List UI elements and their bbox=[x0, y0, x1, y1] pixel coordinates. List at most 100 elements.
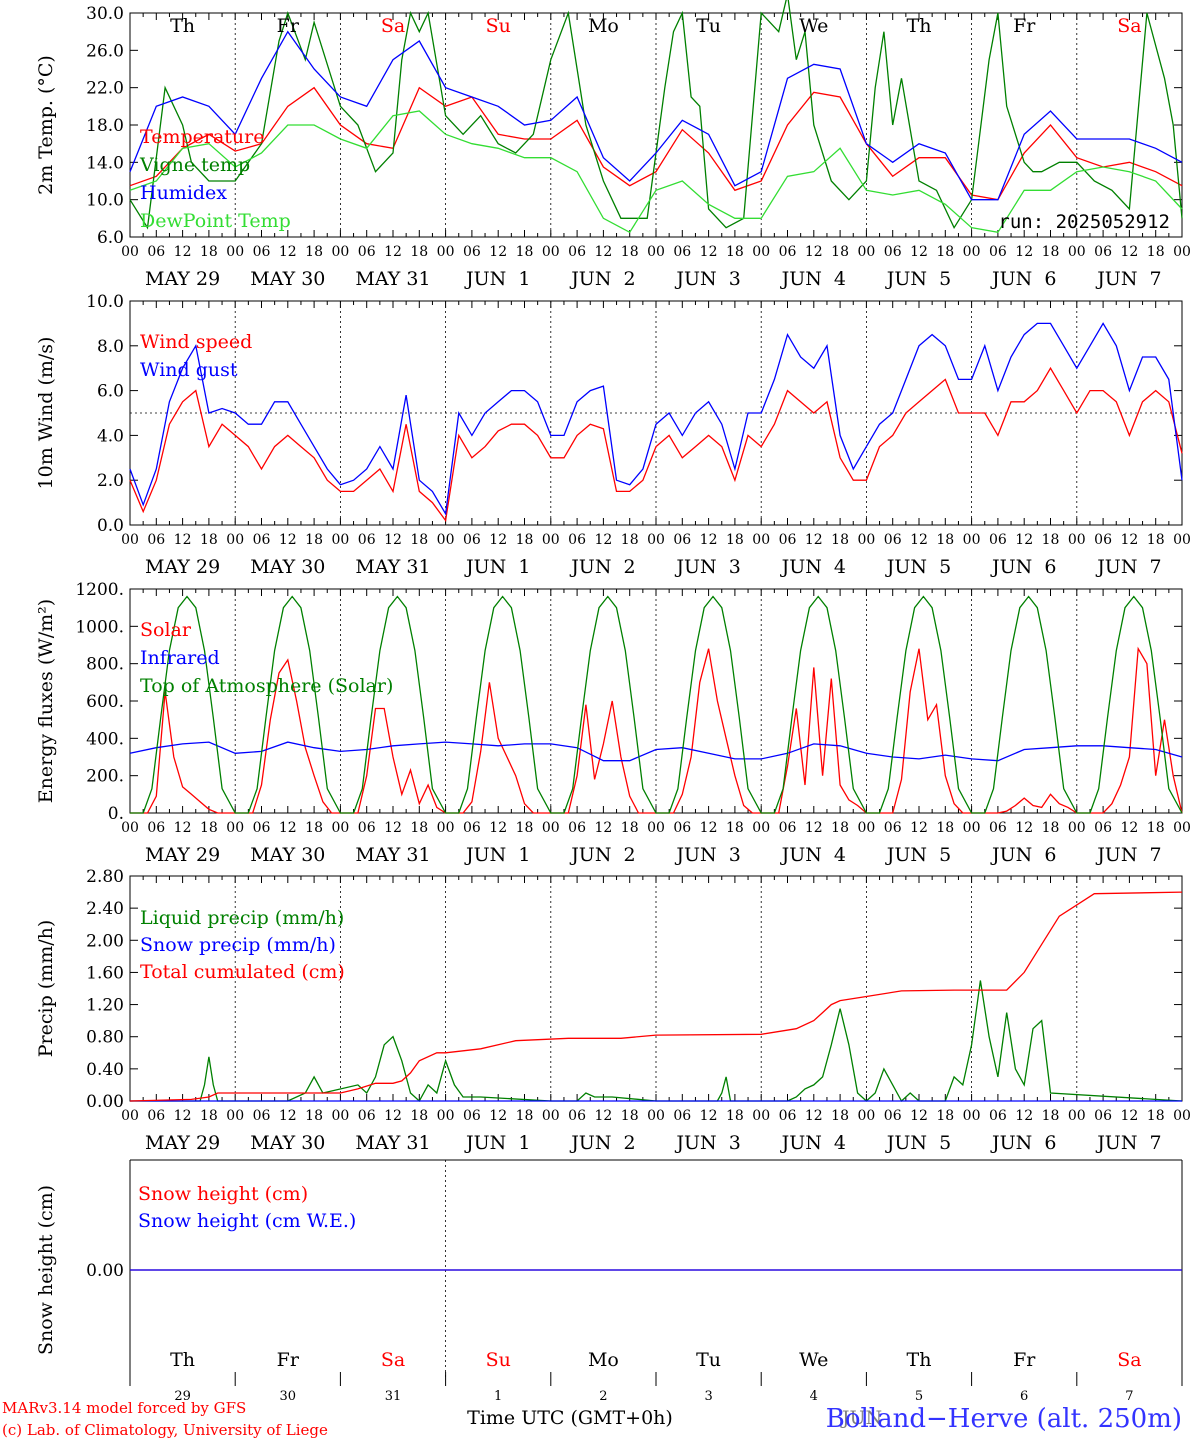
y-tick-label: 200. bbox=[86, 767, 124, 787]
y-tick-label: 1200. bbox=[75, 580, 124, 600]
date-label: MAY 30 bbox=[250, 268, 325, 290]
series-line-1 bbox=[129, 86, 1183, 201]
hour-label: 00 bbox=[542, 1108, 560, 1124]
date-label: JUN 7 bbox=[1095, 844, 1161, 866]
hour-label: 06 bbox=[463, 820, 481, 836]
hour-label: 18 bbox=[1147, 532, 1165, 548]
date-label: JUN 3 bbox=[674, 268, 740, 290]
hour-label: 12 bbox=[1120, 532, 1138, 548]
hour-label: 06 bbox=[1094, 1108, 1112, 1124]
weekday-label-bottom: Th bbox=[170, 1349, 195, 1371]
hour-label: 00 bbox=[1173, 532, 1191, 548]
series-line-3 bbox=[130, 595, 1183, 814]
hour-label: 06 bbox=[568, 820, 586, 836]
hour-label: 12 bbox=[174, 532, 192, 548]
hour-label: 06 bbox=[884, 532, 902, 548]
hour-label: 06 bbox=[463, 1108, 481, 1124]
weekday-label-top: We bbox=[799, 15, 828, 37]
y-tick-label: 1.20 bbox=[86, 996, 124, 1016]
hour-label: 18 bbox=[1147, 244, 1165, 260]
hour-label: 00 bbox=[542, 820, 560, 836]
hour-label: 06 bbox=[253, 820, 271, 836]
y-tick-label: 6.0 bbox=[97, 382, 124, 402]
hour-label: 06 bbox=[884, 244, 902, 260]
hour-label: 00 bbox=[121, 244, 139, 260]
date-label: JUN 6 bbox=[990, 268, 1056, 290]
date-label: JUN 4 bbox=[780, 556, 846, 578]
y-tick-label: 8.0 bbox=[97, 337, 124, 357]
hour-label: 18 bbox=[1042, 820, 1060, 836]
hour-label: 18 bbox=[936, 244, 954, 260]
series-line-1 bbox=[129, 366, 1183, 523]
legend-entry: Wind gust bbox=[140, 359, 238, 381]
date-label: JUN 7 bbox=[1095, 556, 1161, 578]
hour-label: 12 bbox=[700, 1108, 718, 1124]
hour-label: 18 bbox=[410, 244, 428, 260]
y-axis-label: Precip (mm/h) bbox=[35, 920, 57, 1058]
hour-label: 18 bbox=[200, 820, 218, 836]
hour-label: 06 bbox=[884, 820, 902, 836]
hour-label: 12 bbox=[1015, 1108, 1033, 1124]
y-tick-label: 2.0 bbox=[97, 471, 124, 491]
hour-label: 12 bbox=[384, 820, 402, 836]
hour-label: 00 bbox=[752, 820, 770, 836]
y-tick-label: 10.0 bbox=[86, 292, 124, 312]
hour-label: 06 bbox=[358, 820, 376, 836]
hour-label: 06 bbox=[358, 244, 376, 260]
hour-label: 18 bbox=[936, 532, 954, 548]
hour-label: 18 bbox=[621, 820, 639, 836]
hour-label: 18 bbox=[831, 820, 849, 836]
y-tick-label: 2.40 bbox=[86, 899, 124, 919]
hour-label: 12 bbox=[489, 244, 507, 260]
hour-label: 00 bbox=[1173, 244, 1191, 260]
panel-3: 0. 200. 400. 600. 800. 1000. 1200. Energy fluxe… bbox=[35, 580, 1191, 866]
y-tick-label: 800. bbox=[86, 655, 124, 675]
hour-label: 00 bbox=[647, 1108, 665, 1124]
hour-label: 06 bbox=[358, 1108, 376, 1124]
hour-label: 00 bbox=[331, 532, 349, 548]
hour-label: 12 bbox=[384, 244, 402, 260]
date-label: JUN 5 bbox=[885, 844, 951, 866]
hour-label: 00 bbox=[1068, 244, 1086, 260]
date-label: JUN 3 bbox=[674, 844, 740, 866]
legend-entry: Wind speed bbox=[140, 331, 252, 353]
hour-label: 18 bbox=[516, 820, 534, 836]
date-label: MAY 29 bbox=[145, 268, 220, 290]
y-tick-label: 400. bbox=[86, 729, 124, 749]
legend-entry: Liquid precip (mm/h) bbox=[140, 907, 344, 929]
date-label: MAY 30 bbox=[250, 1132, 325, 1154]
hour-label: 00 bbox=[647, 532, 665, 548]
hour-label: 18 bbox=[410, 1108, 428, 1124]
series-line-2 bbox=[129, 0, 1183, 230]
hour-label: 06 bbox=[779, 244, 797, 260]
date-label: MAY 31 bbox=[355, 268, 430, 290]
weekday-label-top: Su bbox=[486, 15, 511, 37]
hour-label: 00 bbox=[437, 820, 455, 836]
weekday-label-top: Sa bbox=[1117, 15, 1141, 37]
hour-label: 18 bbox=[200, 244, 218, 260]
legend-entry: Infrared bbox=[140, 647, 220, 669]
panel-1: 6.0 10.0 14.0 18.0 22.0 26.0 30.0 2m Temp. (°C)… bbox=[35, 0, 1191, 290]
hour-label: 00 bbox=[752, 532, 770, 548]
hour-label: 00 bbox=[647, 244, 665, 260]
legend-entry: Temperature bbox=[140, 126, 264, 148]
weekday-label-bottom: Mo bbox=[588, 1349, 619, 1371]
weekday-label-bottom: Fr bbox=[1013, 1349, 1036, 1371]
hour-label: 12 bbox=[910, 820, 928, 836]
hour-label: 00 bbox=[1068, 1108, 1086, 1124]
hour-label: 12 bbox=[1015, 532, 1033, 548]
hour-label: 12 bbox=[910, 1108, 928, 1124]
weekday-label-top: Fr bbox=[277, 15, 300, 37]
day-number: 1 bbox=[494, 1389, 502, 1404]
y-tick-label: 10.0 bbox=[86, 191, 124, 211]
series-line-2 bbox=[129, 741, 1183, 762]
hour-label: 00 bbox=[226, 244, 244, 260]
hour-label: 12 bbox=[279, 820, 297, 836]
hour-label: 12 bbox=[489, 1108, 507, 1124]
hour-label: 18 bbox=[831, 532, 849, 548]
day-number: 30 bbox=[280, 1389, 297, 1404]
hour-label: 12 bbox=[700, 532, 718, 548]
weekday-label-top: Th bbox=[170, 15, 195, 37]
hour-label: 12 bbox=[594, 1108, 612, 1124]
hour-label: 18 bbox=[1147, 1108, 1165, 1124]
